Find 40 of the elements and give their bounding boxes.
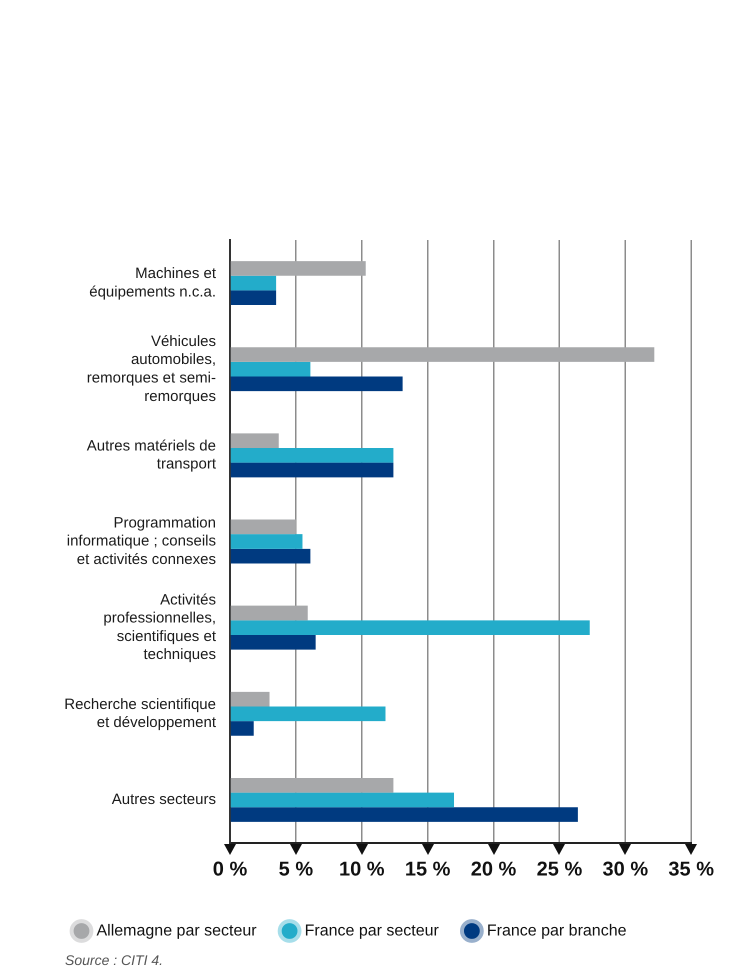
bar xyxy=(230,692,270,706)
bar xyxy=(230,362,310,377)
bar xyxy=(230,548,310,564)
x-tick-label: 10 % xyxy=(338,858,385,881)
x-tick-label: 25 % xyxy=(536,858,582,881)
bar xyxy=(230,606,308,620)
bar xyxy=(230,620,590,635)
x-tick-label: 5 % xyxy=(278,858,314,881)
bar xyxy=(230,520,296,534)
y-tick-label: Machines et équipements n.c.a. xyxy=(89,265,217,300)
bar xyxy=(230,276,276,290)
bar xyxy=(230,448,394,463)
x-tick-label: 30 % xyxy=(602,858,648,881)
bar xyxy=(230,433,279,448)
legend-label: France par secteur xyxy=(304,922,440,940)
x-tick-label: 20 % xyxy=(470,858,517,881)
y-tick-label: Activités professionnelles, scientifiques et techniques xyxy=(103,591,217,664)
legend-label: Allemagne par secteur xyxy=(96,922,258,940)
x-tick-label: 35 % xyxy=(668,858,714,881)
bar xyxy=(230,261,366,276)
x-tick-label: 0 % xyxy=(212,858,248,881)
bar xyxy=(230,778,394,793)
y-tick-label: Autres matériels de transport xyxy=(86,437,217,473)
bar xyxy=(230,290,276,306)
bar xyxy=(230,706,386,722)
bar xyxy=(230,792,454,808)
y-tick-label: Programmation informatique ; conseils et activités connexes xyxy=(66,514,216,568)
y-tick-label: Autres secteurs xyxy=(112,791,216,808)
bar xyxy=(230,376,403,392)
bar xyxy=(230,807,578,822)
x-tick-label: 15 % xyxy=(404,858,451,881)
source-note: Source : CITI 4. xyxy=(65,952,164,968)
bar xyxy=(230,721,254,736)
bar xyxy=(230,634,316,650)
bar xyxy=(230,534,302,549)
bar xyxy=(230,462,394,478)
y-tick-label: Véhicules automobiles, remorques et semi-remorques xyxy=(86,332,216,405)
bar xyxy=(230,347,654,362)
y-tick-label: Recherche scientifique et développement xyxy=(64,696,217,732)
legend-label: France par branche xyxy=(486,922,627,940)
